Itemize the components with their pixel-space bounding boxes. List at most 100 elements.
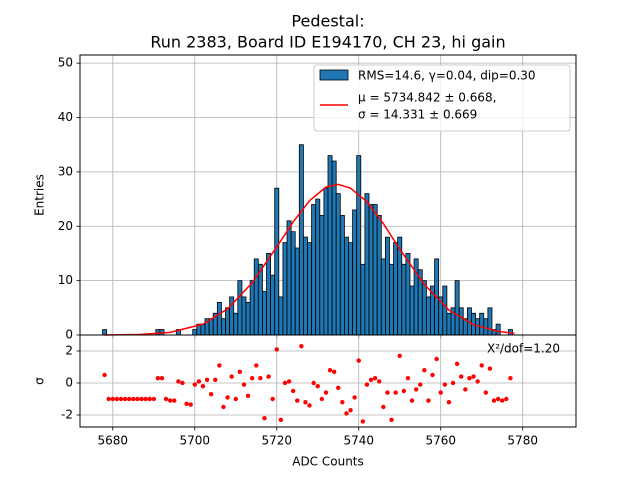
x-tick-label: 5760 (425, 434, 456, 448)
bar (356, 155, 362, 336)
point (221, 404, 226, 410)
point (192, 382, 197, 387)
bar (421, 280, 427, 336)
point (106, 396, 111, 402)
bar (348, 242, 353, 336)
point (184, 401, 189, 406)
point (290, 388, 296, 394)
point (208, 392, 214, 397)
point (336, 385, 341, 390)
point (372, 376, 378, 381)
point (409, 398, 415, 403)
point (348, 408, 353, 413)
x-tick-label: 5740 (343, 434, 374, 448)
point (487, 366, 493, 371)
bar (495, 323, 501, 336)
legend-frame (313, 64, 571, 132)
point (446, 400, 452, 405)
point (163, 396, 169, 402)
bar (327, 155, 333, 336)
point (118, 396, 124, 402)
point (315, 384, 320, 389)
point (286, 379, 292, 384)
y-tick-label: -2 (61, 408, 73, 422)
bar (270, 274, 276, 336)
bar (225, 307, 231, 336)
bar (352, 209, 358, 336)
point (389, 417, 394, 422)
point (364, 382, 370, 387)
point (188, 402, 193, 407)
bar (389, 263, 394, 336)
point (450, 380, 456, 386)
point (143, 396, 148, 402)
y-tick-label: 2 (65, 344, 73, 358)
y-tick-label: 20 (58, 219, 73, 233)
point (491, 398, 497, 403)
bar (483, 318, 489, 336)
point (167, 398, 173, 403)
point (266, 374, 271, 379)
point (323, 390, 329, 395)
bar (335, 193, 341, 336)
bar (487, 307, 493, 336)
point (176, 379, 181, 384)
point (340, 400, 345, 405)
bar (278, 296, 284, 336)
point (110, 396, 115, 402)
bar (376, 214, 382, 336)
y-tick-label: 10 (58, 273, 73, 287)
x-tick-label: 5700 (180, 434, 211, 448)
bar (364, 193, 370, 336)
point (426, 398, 431, 403)
point (254, 363, 259, 368)
chart-title: Pedestal: (291, 12, 364, 31)
point (352, 395, 357, 400)
axes-frame (79, 334, 577, 428)
bar (319, 214, 325, 336)
bar (249, 280, 255, 336)
bar (221, 318, 226, 336)
bar (241, 296, 247, 336)
bar (245, 301, 251, 336)
point (381, 404, 386, 410)
point (454, 361, 460, 366)
point (483, 390, 489, 395)
point (331, 369, 337, 374)
point (196, 379, 202, 384)
annotation: X²/dof=1.20 (487, 342, 560, 356)
point (401, 388, 407, 394)
bar (192, 329, 198, 336)
point (126, 396, 132, 402)
point (151, 396, 156, 402)
bar (274, 187, 280, 336)
point (114, 396, 120, 402)
bar (323, 187, 329, 336)
point (508, 376, 513, 381)
point (270, 396, 275, 402)
point (438, 390, 443, 395)
bar (253, 258, 259, 336)
point (368, 377, 374, 382)
fit-line (104, 183, 515, 336)
point (307, 403, 312, 408)
bar (298, 144, 304, 336)
point (319, 396, 325, 402)
y-tick-label: 50 (58, 56, 73, 70)
point (360, 419, 366, 424)
point (397, 353, 402, 358)
x-tick-label: 5680 (98, 434, 129, 448)
bar (331, 160, 337, 336)
bar (343, 236, 349, 336)
bar (360, 263, 366, 336)
point (463, 387, 468, 392)
point (245, 393, 251, 398)
point (413, 387, 419, 392)
bar (368, 204, 374, 336)
point (495, 396, 501, 402)
point (229, 374, 234, 379)
y-axis-label: Entries (33, 174, 47, 216)
bar (446, 312, 452, 336)
bar (290, 231, 296, 336)
